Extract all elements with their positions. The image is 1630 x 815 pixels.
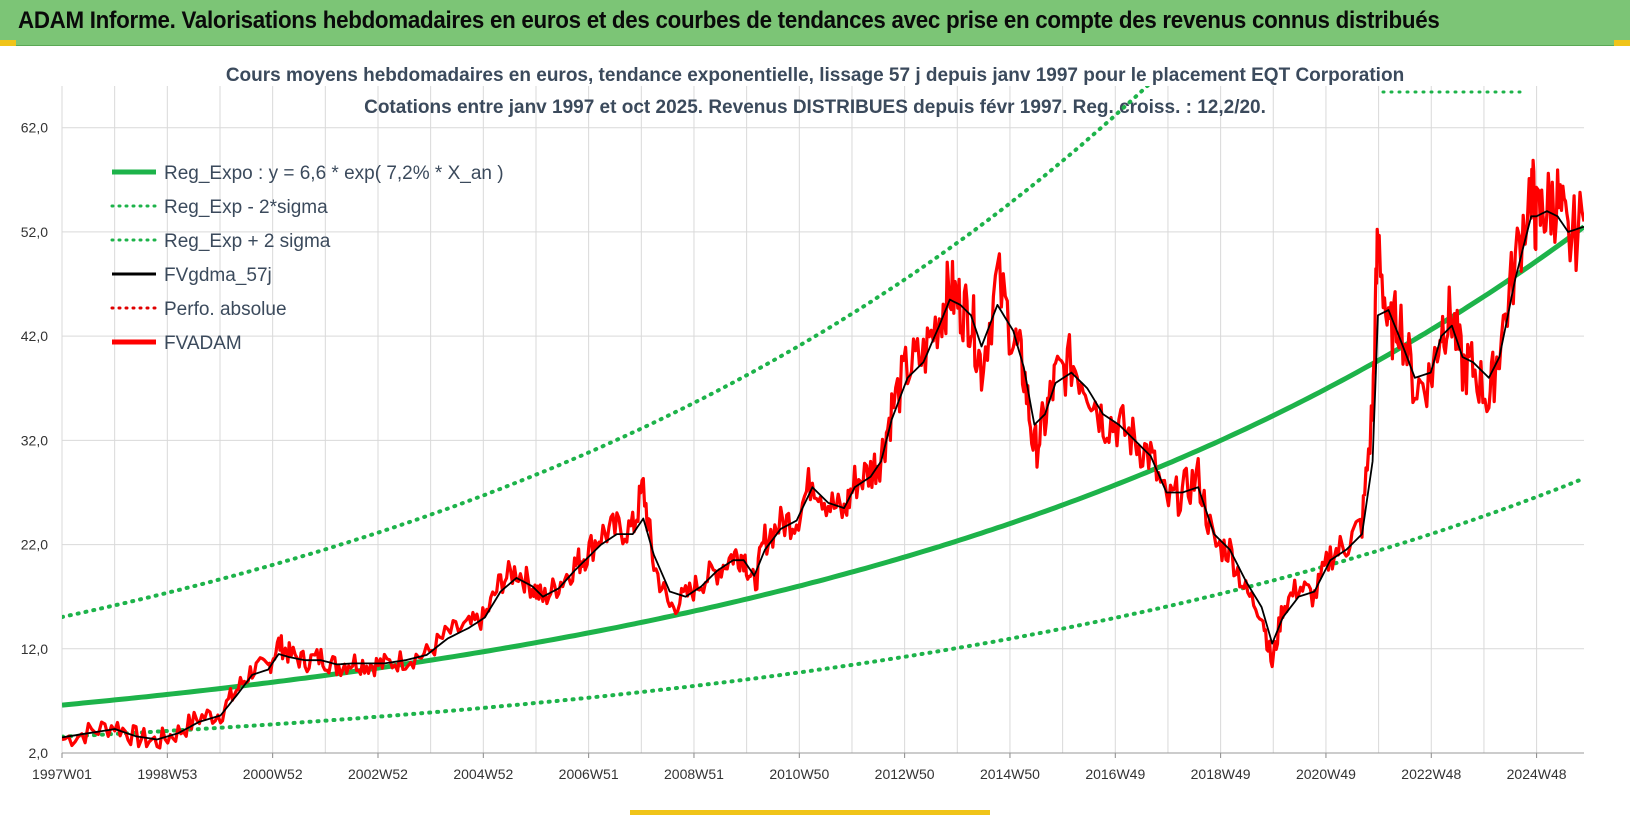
x-tick-label: 2016W49 — [1085, 766, 1145, 782]
chart-legend: Reg_Expo : y = 6,6 * exp( 7,2% * X_an ) R… — [110, 163, 504, 354]
x-tick-label: 2020W49 — [1296, 766, 1356, 782]
x-tick-label: 1997W01 — [32, 766, 92, 782]
y-tick-label: 52,0 — [21, 224, 48, 240]
report-title: ADAM Informe. Valorisations hebdomadaire… — [18, 7, 1440, 34]
legend-label: Reg_Expo : y = 6,6 * exp( 7,2% * X_an ) — [164, 163, 504, 184]
y-tick-label: 22,0 — [21, 537, 48, 553]
x-tick-label: 2022W48 — [1401, 766, 1461, 782]
report-banner: ADAM Informe. Valorisations hebdomadaire… — [0, 0, 1630, 46]
chart-title-line1: Cours moyens hebdomadaires en euros, ten… — [226, 65, 1404, 86]
x-tick-label: 2024W48 — [1507, 766, 1567, 782]
y-tick-label: 12,0 — [21, 641, 48, 657]
valuation-chart: Cours moyens hebdomadaires en euros, ten… — [21, 65, 1584, 782]
x-tick-label: 2004W52 — [453, 766, 513, 782]
x-tick-label: 2014W50 — [980, 766, 1040, 782]
bottom-accent-strip — [630, 810, 990, 815]
fvadam-series-line — [62, 158, 1584, 750]
x-tick-label: 2012W50 — [875, 766, 935, 782]
chart-title-line2: Cotations entre janv 1997 et oct 2025. R… — [364, 97, 1266, 118]
legend-label: Reg_Exp + 2 sigma — [164, 231, 331, 252]
x-tick-label: 2002W52 — [348, 766, 408, 782]
reg-expo-line — [62, 224, 1584, 708]
corner-accent-right — [1614, 40, 1630, 46]
x-tick-label: 2000W52 — [243, 766, 303, 782]
y-tick-label: 62,0 — [21, 120, 48, 136]
legend-label: Reg_Exp - 2*sigma — [164, 197, 328, 218]
chart-grid — [61, 86, 1584, 754]
chart-axes: 2,0 12,0 22,0 32,0 42,0 52,0 62,0 1997W01 1998W5… — [21, 120, 1584, 782]
x-tick-label: 1998W53 — [137, 766, 197, 782]
y-tick-label: 32,0 — [21, 432, 48, 448]
legend-label: FVgdma_57j — [164, 265, 272, 286]
x-tick-label: 2008W51 — [664, 766, 724, 782]
chart-curves — [62, 86, 1584, 750]
y-tick-label: 42,0 — [21, 328, 48, 344]
y-tick-label: 2,0 — [29, 745, 49, 761]
reg-lower-2sigma-line — [62, 476, 1584, 739]
legend-label: Perfo. absolue — [164, 299, 287, 320]
reg-upper-2sigma-line — [62, 86, 1151, 619]
corner-accent-left — [0, 40, 16, 46]
fvgdma-series-line — [62, 210, 1584, 741]
x-tick-label: 2010W50 — [769, 766, 829, 782]
x-tick-label: 2006W51 — [559, 766, 619, 782]
x-tick-label: 2018W49 — [1191, 766, 1251, 782]
legend-label: FVADAM — [164, 333, 242, 354]
